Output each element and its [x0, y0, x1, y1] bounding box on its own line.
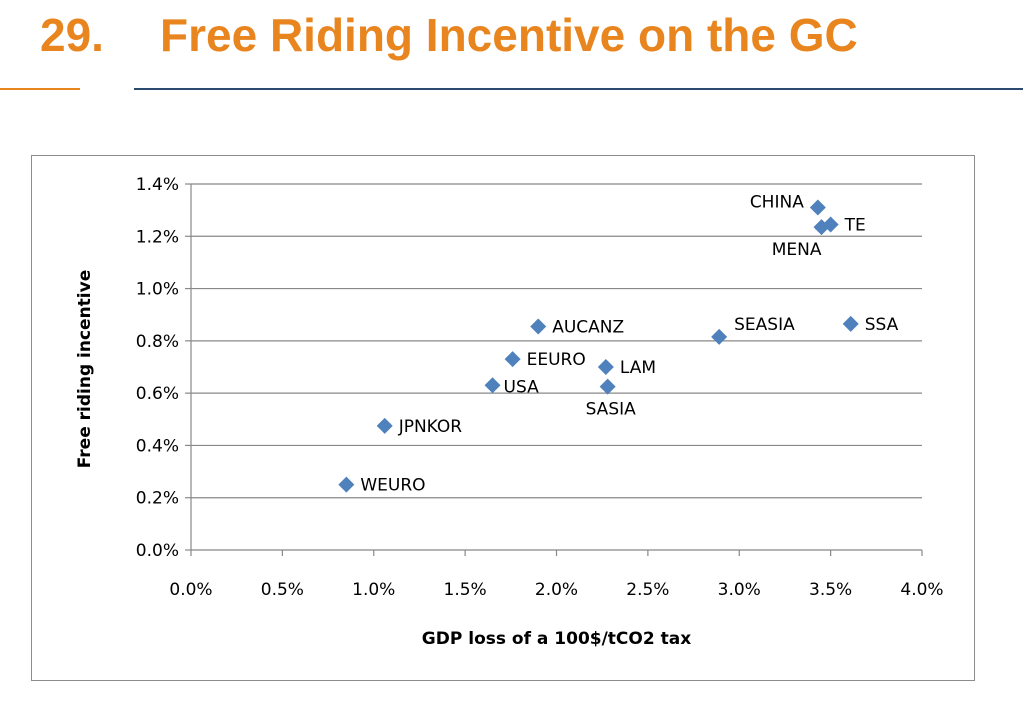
- y-tick-label: 1.4%: [136, 175, 179, 195]
- point-label-eeuro: EEURO: [527, 350, 586, 370]
- data-points: [338, 199, 859, 493]
- data-point-china: [809, 199, 826, 216]
- x-tick-label: 2.5%: [626, 580, 669, 600]
- y-tick-label: 1.0%: [136, 280, 179, 300]
- data-point-mena: [813, 219, 830, 236]
- y-axis-title: Free riding incentive: [75, 270, 95, 469]
- point-label-ssa: SSA: [865, 315, 899, 335]
- point-label-sasia: SASIA: [586, 400, 637, 420]
- scatter-chart: 0.0% 0.2% 0.4% 0.6% 0.8% 1.0% 1.2% 1.4% 0.0% 0.5%…: [75, 175, 944, 649]
- point-label-usa: USA: [504, 377, 540, 397]
- x-tick-label: 3.0%: [718, 580, 761, 600]
- x-tick-label: 0.0%: [169, 580, 212, 600]
- x-tick-label: 2.0%: [535, 580, 578, 600]
- data-point-weuro: [338, 476, 355, 493]
- x-tick-label: 0.5%: [261, 580, 304, 600]
- chart-frame: 0.0% 0.2% 0.4% 0.6% 0.8% 1.0% 1.2% 1.4% 0.0% 0.5%…: [31, 155, 975, 681]
- y-tick-label: 0.4%: [136, 436, 179, 456]
- point-label-china: CHINA: [750, 193, 804, 213]
- x-tick-label: 1.0%: [352, 580, 395, 600]
- y-tick-label: 1.2%: [136, 227, 179, 247]
- data-point-ssa: [842, 315, 859, 332]
- grid-lines: [191, 183, 922, 499]
- y-tick-label: 0.8%: [136, 332, 179, 352]
- point-label-lam: LAM: [620, 358, 656, 378]
- tick-labels: 0.0% 0.2% 0.4% 0.6% 0.8% 1.0% 1.2% 1.4% 0.0% 0.5%…: [136, 175, 944, 600]
- data-point-sasia: [599, 378, 616, 395]
- data-point-eeuro: [504, 351, 521, 368]
- point-label-seasia: SEASIA: [734, 315, 795, 335]
- data-point-seasia: [711, 328, 728, 345]
- slide-title: Free Riding Incentive on the GC: [160, 9, 858, 61]
- x-axis-title: GDP loss of a 100$/tCO2 tax: [422, 629, 691, 649]
- data-point-jpnkor: [376, 417, 393, 434]
- x-tick-label: 1.5%: [444, 580, 487, 600]
- slide-number: 29.: [40, 9, 104, 61]
- x-tick-label: 4.0%: [900, 580, 943, 600]
- point-labels: CHINA TE MENA AUCANZ SEASIA SSA EEURO LAM USA SAS…: [360, 193, 898, 496]
- title-rule-left: [0, 88, 80, 90]
- data-point-lam: [597, 359, 614, 375]
- point-label-te: TE: [844, 216, 866, 236]
- data-point-aucanz: [530, 318, 547, 335]
- title-rule-right: [134, 88, 1023, 90]
- point-label-mena: MENA: [772, 240, 822, 260]
- y-tick-label: 0.0%: [136, 541, 179, 561]
- point-label-weuro: WEURO: [360, 476, 425, 496]
- y-tick-label: 0.2%: [136, 489, 179, 509]
- data-point-usa: [484, 377, 501, 394]
- x-tick-label: 3.5%: [809, 580, 852, 600]
- point-label-aucanz: AUCANZ: [552, 317, 624, 337]
- point-label-jpnkor: JPNKOR: [398, 417, 463, 437]
- y-tick-label: 0.6%: [136, 384, 179, 404]
- axes: [185, 183, 923, 556]
